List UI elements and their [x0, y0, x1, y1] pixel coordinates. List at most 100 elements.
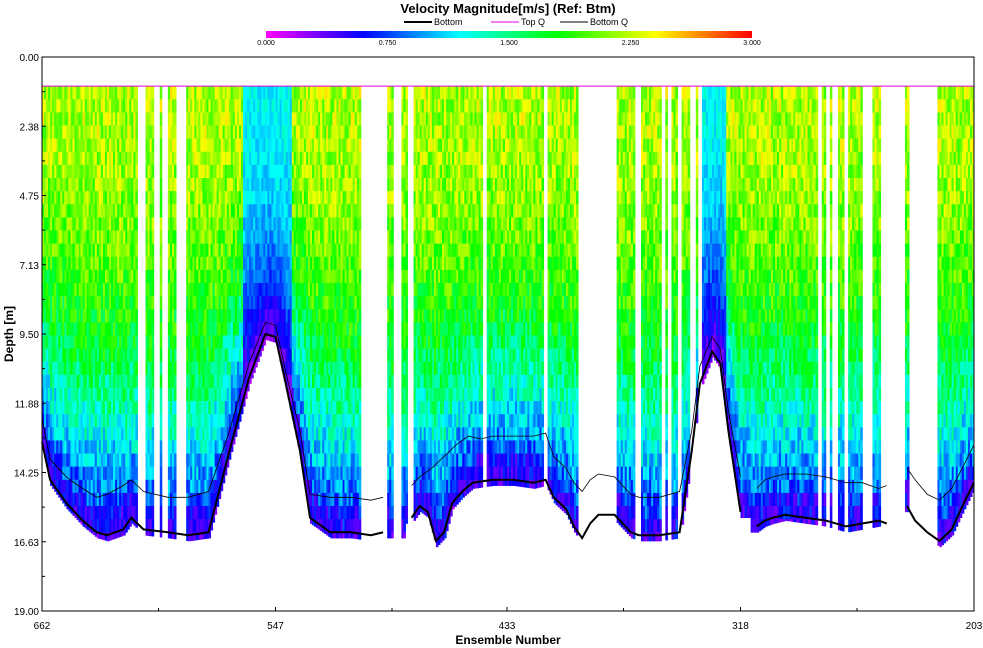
- heatmap-cell: [48, 256, 51, 271]
- heatmap-cell: [98, 164, 102, 179]
- heatmap-cell: [111, 204, 114, 218]
- heatmap-cell: [129, 374, 132, 389]
- heatmap-cell: [190, 282, 193, 297]
- heatmap-cell: [149, 243, 153, 258]
- heatmap-cell: [46, 178, 49, 192]
- heatmap-cell: [145, 492, 149, 507]
- heatmap-cell: [167, 230, 171, 244]
- heatmap-cell: [127, 322, 130, 336]
- heatmap-cell: [220, 401, 224, 415]
- heatmap-cell: [102, 466, 106, 481]
- heatmap-cell: [190, 466, 193, 481]
- heatmap-cell: [66, 453, 69, 467]
- heatmap-cell: [265, 191, 268, 205]
- heatmap-cell: [169, 164, 173, 179]
- heatmap-cell: [68, 230, 71, 244]
- heatmap-cell: [117, 217, 120, 231]
- heatmap-cell: [90, 112, 94, 126]
- heatmap-cell: [64, 204, 67, 218]
- heatmap-cell: [96, 453, 100, 467]
- heatmap-cell: [109, 296, 112, 310]
- heatmap-cell: [200, 453, 203, 467]
- heatmap-cell: [208, 99, 212, 113]
- heatmap-cell: [98, 99, 102, 113]
- heatmap-cell: [127, 479, 130, 494]
- heatmap-cell: [121, 125, 124, 139]
- heatmap-cell: [190, 361, 193, 376]
- heatmap-cell: [48, 296, 51, 310]
- heatmap-cell: [190, 99, 193, 113]
- heatmap-cell: [151, 269, 155, 284]
- heatmap-cell: [58, 479, 61, 494]
- heatmap-cell: [216, 479, 220, 494]
- heatmap-cell: [188, 532, 191, 542]
- heatmap-cell: [98, 138, 102, 153]
- heatmap-cell: [123, 256, 126, 271]
- heatmap-cell: [129, 230, 132, 244]
- heatmap-cell: [149, 204, 153, 218]
- heatmap-cell: [255, 99, 258, 113]
- heatmap-cell: [196, 191, 199, 205]
- heatmap-cell: [228, 243, 232, 258]
- heatmap-cell: [64, 374, 67, 389]
- heatmap-cell: [74, 86, 78, 100]
- heatmap-cell: [98, 204, 102, 218]
- heatmap-cell: [257, 125, 260, 139]
- heatmap-cell: [60, 191, 63, 205]
- heatmap-cell: [194, 532, 197, 541]
- heatmap-cell: [117, 178, 120, 192]
- heatmap-cell: [64, 217, 67, 231]
- heatmap-cell: [214, 296, 218, 310]
- heatmap-cell: [151, 125, 155, 139]
- heatmap-cell: [68, 112, 71, 126]
- heatmap-cell: [230, 204, 234, 218]
- heatmap-cell: [212, 125, 216, 139]
- heatmap-cell: [131, 519, 134, 524]
- heatmap-cell: [391, 532, 394, 539]
- heatmap-cell: [145, 427, 149, 441]
- heatmap-cell: [92, 374, 96, 389]
- heatmap-cell: [78, 99, 82, 113]
- heatmap-cell: [210, 453, 214, 467]
- heatmap-cell: [222, 204, 226, 218]
- heatmap-cell: [68, 296, 71, 310]
- heatmap-cell: [149, 99, 153, 113]
- heatmap-cell: [94, 282, 98, 297]
- heatmap-cell: [88, 414, 92, 428]
- heatmap-cell: [236, 164, 240, 179]
- heatmap-cell: [202, 296, 205, 310]
- heatmap-cell: [52, 414, 55, 428]
- colorbar-tick-label: 1.500: [500, 40, 518, 47]
- heatmap-cell: [121, 519, 124, 533]
- heatmap-cell: [135, 86, 138, 100]
- heatmap-cell: [46, 243, 49, 258]
- heatmap-cell: [261, 243, 264, 258]
- heatmap-column: [127, 86, 130, 530]
- heatmap-cell: [104, 178, 108, 192]
- heatmap-cell: [66, 335, 69, 349]
- heatmap-cell: [226, 282, 230, 297]
- heatmap-cell: [100, 348, 104, 362]
- heatmap-cell: [66, 151, 69, 166]
- heatmap-cell: [238, 178, 242, 192]
- heatmap-cell: [70, 125, 73, 139]
- heatmap-cell: [104, 164, 108, 179]
- heatmap-cell: [115, 204, 118, 218]
- heatmap-cell: [52, 348, 55, 362]
- heatmap-cell: [147, 86, 151, 100]
- heatmap-column: [90, 86, 94, 534]
- heatmap-cell: [56, 256, 59, 271]
- heatmap-cell: [190, 440, 193, 454]
- heatmap-cell: [90, 414, 94, 428]
- heatmap-cell: [192, 243, 195, 258]
- heatmap-cell: [200, 361, 203, 376]
- heatmap-column: [405, 86, 408, 524]
- heatmap-cell: [194, 191, 197, 205]
- heatmap-cell: [263, 151, 266, 166]
- heatmap-cell: [151, 256, 155, 271]
- heatmap-cell: [54, 243, 57, 258]
- heatmap-cell: [113, 256, 116, 271]
- heatmap-cell: [255, 309, 258, 323]
- heatmap-cell: [80, 230, 84, 244]
- heatmap-cell: [117, 243, 120, 258]
